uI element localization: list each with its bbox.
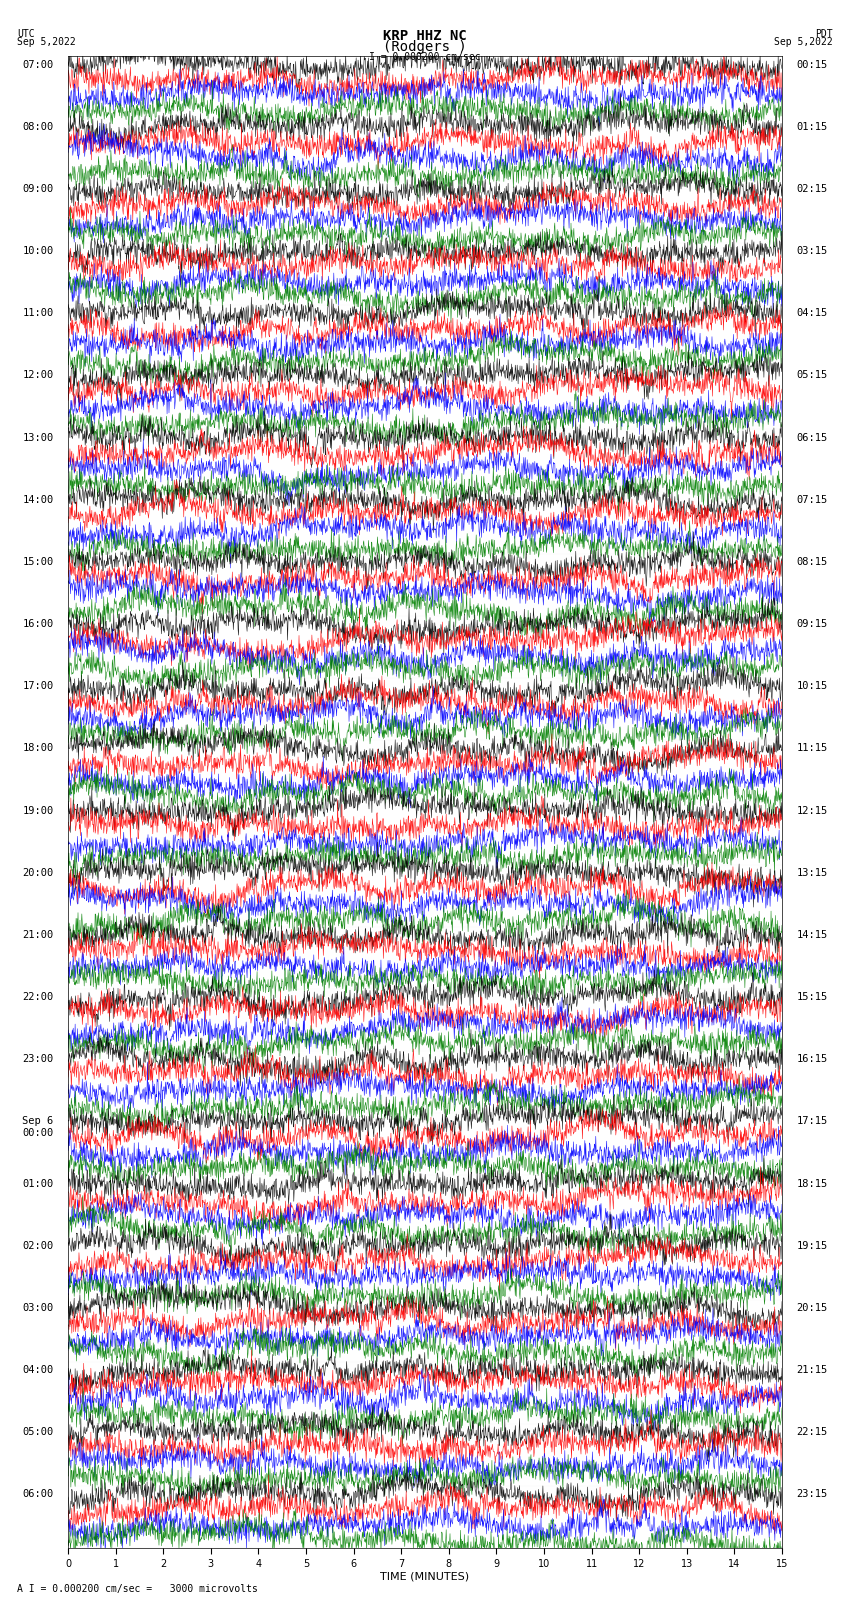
Text: A I = 0.000200 cm/sec =   3000 microvolts: A I = 0.000200 cm/sec = 3000 microvolts — [17, 1584, 258, 1594]
Text: 22:15: 22:15 — [796, 1428, 828, 1437]
Text: 12:15: 12:15 — [796, 805, 828, 816]
Text: 18:00: 18:00 — [22, 744, 54, 753]
Text: 13:15: 13:15 — [796, 868, 828, 877]
Text: 14:15: 14:15 — [796, 931, 828, 940]
Text: 06:15: 06:15 — [796, 432, 828, 442]
Text: 22:00: 22:00 — [22, 992, 54, 1002]
Text: UTC: UTC — [17, 29, 35, 39]
Text: 23:15: 23:15 — [796, 1489, 828, 1500]
Text: 11:00: 11:00 — [22, 308, 54, 318]
Text: 01:00: 01:00 — [22, 1179, 54, 1189]
Text: 10:00: 10:00 — [22, 247, 54, 256]
Text: 23:00: 23:00 — [22, 1055, 54, 1065]
Text: (Rodgers ): (Rodgers ) — [383, 40, 467, 55]
Text: 04:00: 04:00 — [22, 1365, 54, 1376]
Text: 15:15: 15:15 — [796, 992, 828, 1002]
Text: 20:15: 20:15 — [796, 1303, 828, 1313]
Text: 15:00: 15:00 — [22, 556, 54, 566]
Text: 16:15: 16:15 — [796, 1055, 828, 1065]
Text: KRP HHZ NC: KRP HHZ NC — [383, 29, 467, 44]
Text: 03:00: 03:00 — [22, 1303, 54, 1313]
Text: 19:15: 19:15 — [796, 1240, 828, 1250]
Text: 06:00: 06:00 — [22, 1489, 54, 1500]
Text: 12:00: 12:00 — [22, 371, 54, 381]
Text: 08:15: 08:15 — [796, 556, 828, 566]
Text: Sep 6
00:00: Sep 6 00:00 — [22, 1116, 54, 1139]
Text: 07:00: 07:00 — [22, 60, 54, 69]
Text: 07:15: 07:15 — [796, 495, 828, 505]
Text: 18:15: 18:15 — [796, 1179, 828, 1189]
Text: 09:15: 09:15 — [796, 619, 828, 629]
Text: 03:15: 03:15 — [796, 247, 828, 256]
Text: 20:00: 20:00 — [22, 868, 54, 877]
Text: 13:00: 13:00 — [22, 432, 54, 442]
Text: 09:00: 09:00 — [22, 184, 54, 194]
Text: 16:00: 16:00 — [22, 619, 54, 629]
Text: 17:00: 17:00 — [22, 681, 54, 692]
Text: 14:00: 14:00 — [22, 495, 54, 505]
X-axis label: TIME (MINUTES): TIME (MINUTES) — [381, 1571, 469, 1582]
Text: 02:00: 02:00 — [22, 1240, 54, 1250]
Text: PDT: PDT — [815, 29, 833, 39]
Text: 01:15: 01:15 — [796, 121, 828, 132]
Text: I = 0.000200 cm/sec: I = 0.000200 cm/sec — [369, 52, 481, 61]
Text: 05:00: 05:00 — [22, 1428, 54, 1437]
Text: Sep 5,2022: Sep 5,2022 — [774, 37, 833, 47]
Text: 17:15: 17:15 — [796, 1116, 828, 1126]
Text: 21:00: 21:00 — [22, 931, 54, 940]
Text: 02:15: 02:15 — [796, 184, 828, 194]
Text: 21:15: 21:15 — [796, 1365, 828, 1376]
Text: 11:15: 11:15 — [796, 744, 828, 753]
Text: 00:15: 00:15 — [796, 60, 828, 69]
Text: 08:00: 08:00 — [22, 121, 54, 132]
Text: 04:15: 04:15 — [796, 308, 828, 318]
Text: 10:15: 10:15 — [796, 681, 828, 692]
Text: Sep 5,2022: Sep 5,2022 — [17, 37, 76, 47]
Text: 19:00: 19:00 — [22, 805, 54, 816]
Text: 05:15: 05:15 — [796, 371, 828, 381]
